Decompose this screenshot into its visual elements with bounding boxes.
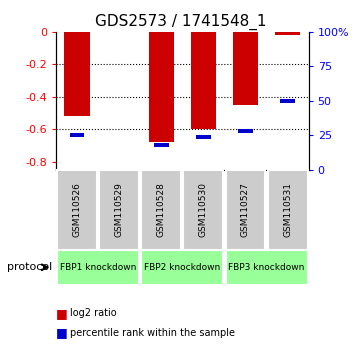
Bar xyxy=(154,143,169,147)
Text: percentile rank within the sample: percentile rank within the sample xyxy=(70,328,235,338)
Text: ■: ■ xyxy=(56,307,68,320)
Bar xyxy=(238,129,253,133)
Bar xyxy=(233,32,258,105)
Text: ■: ■ xyxy=(56,326,68,339)
Text: GSM110531: GSM110531 xyxy=(283,182,292,237)
Bar xyxy=(70,133,84,137)
Text: GDS2573 / 1741548_1: GDS2573 / 1741548_1 xyxy=(95,14,266,30)
Bar xyxy=(280,99,295,103)
Text: FBP1 knockdown: FBP1 knockdown xyxy=(60,263,136,272)
Text: protocol: protocol xyxy=(7,262,52,272)
Text: GSM110526: GSM110526 xyxy=(73,182,82,237)
Text: FBP3 knockdown: FBP3 knockdown xyxy=(229,263,305,272)
Text: GSM110528: GSM110528 xyxy=(157,182,166,237)
Bar xyxy=(64,32,90,116)
Bar xyxy=(149,32,174,142)
Text: log2 ratio: log2 ratio xyxy=(70,308,117,318)
Bar xyxy=(275,32,300,35)
Text: GSM110529: GSM110529 xyxy=(115,182,123,237)
Bar xyxy=(191,32,216,129)
Bar xyxy=(196,135,211,139)
Text: GSM110530: GSM110530 xyxy=(199,182,208,237)
Text: FBP2 knockdown: FBP2 knockdown xyxy=(144,263,221,272)
Text: GSM110527: GSM110527 xyxy=(241,182,250,237)
